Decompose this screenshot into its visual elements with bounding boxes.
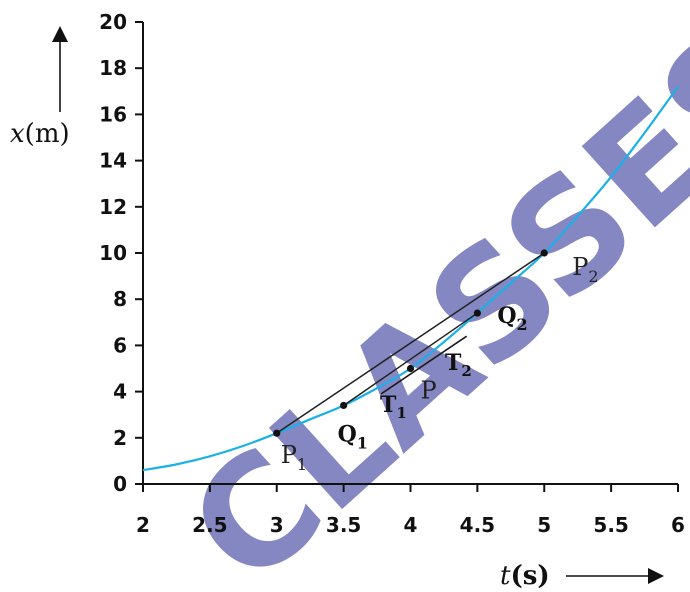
- label-p2: P2: [572, 253, 598, 286]
- label-p: P: [421, 377, 437, 405]
- x-tick-label: 2.5: [192, 513, 227, 537]
- y-tick-label: 0: [113, 472, 127, 496]
- y-tick-label: 16: [99, 102, 127, 126]
- point-p: [406, 364, 415, 373]
- chords: [276, 252, 545, 434]
- x-tick-label: 4: [404, 513, 418, 537]
- x-tick-label: 3.5: [326, 513, 361, 537]
- x-tick-label: 2: [136, 513, 150, 537]
- point-labels: P1 Q1 P Q2 P2 T1 T2: [281, 253, 599, 474]
- y-tick-label: 6: [113, 333, 127, 357]
- y-axis-unit: (m): [25, 119, 70, 149]
- y-tick-label: 12: [99, 195, 127, 219]
- watermark: CLASSES: [158, 0, 690, 592]
- tangent-line: [380, 335, 468, 395]
- x-axis-variable: t: [500, 561, 511, 591]
- point-p1: [273, 429, 281, 437]
- y-tick-label: 4: [113, 380, 127, 404]
- label-t2: T2: [445, 350, 472, 380]
- svg-text:x(m): x(m): [10, 119, 70, 149]
- label-q1: Q1: [338, 421, 368, 452]
- y-tick-label: 14: [99, 149, 127, 173]
- x-axis-unit: (s): [510, 561, 549, 591]
- y-axis-title: x(m): [10, 26, 70, 149]
- y-tick-label: 20: [99, 10, 127, 34]
- label-p1: P1: [281, 441, 307, 474]
- chord-p1-p2: [276, 252, 545, 434]
- points: [273, 249, 548, 437]
- chord-q1-q2: [343, 312, 478, 407]
- x-axis-ticks: 2 2.5 3 3.5 4 4.5 5 5.5 6: [136, 484, 685, 537]
- point-p2: [540, 249, 548, 257]
- label-t1: T1: [380, 392, 407, 422]
- y-tick-label: 8: [113, 287, 127, 311]
- x-tick-label: 5.5: [593, 513, 628, 537]
- y-tick-label: 18: [99, 56, 127, 80]
- y-tick-label: 2: [113, 426, 127, 450]
- point-q1: [340, 401, 348, 410]
- x-tick-label: 3: [270, 513, 284, 537]
- x-tick-label: 6: [671, 513, 685, 537]
- y-axis-variable: x: [10, 119, 25, 149]
- y-tick-label: 10: [99, 241, 127, 265]
- watermark-text: CLASSES: [158, 0, 690, 592]
- y-axis-ticks: 0 2 4 6 8 10 12 14 16 18 20: [99, 10, 143, 496]
- point-q2: [473, 309, 481, 317]
- label-q2: Q2: [497, 303, 527, 334]
- svg-text:t(s): t(s): [500, 561, 550, 591]
- x-axis-title: t(s): [500, 561, 664, 591]
- x-tick-label: 5: [537, 513, 551, 537]
- x-tick-label: 4.5: [460, 513, 495, 537]
